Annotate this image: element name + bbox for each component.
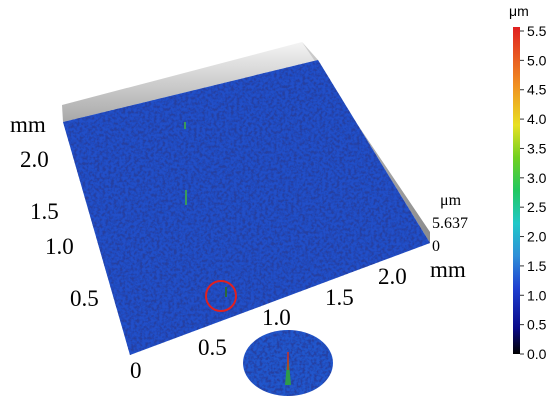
colorbar-tick-label: 1.0 <box>527 287 547 303</box>
back-wall <box>62 42 318 122</box>
colorbar-tick-label: 4.5 <box>527 82 547 98</box>
highlight-circle <box>205 280 237 312</box>
x-tick-label: 1.5 <box>325 285 354 310</box>
colorbar-tick-label: 0.5 <box>527 317 547 333</box>
inset-surface <box>243 330 333 396</box>
x-tick-label: 0.5 <box>198 335 227 360</box>
origin-label: 0 <box>130 358 142 383</box>
colorbar-tick-label: 5.5 <box>527 23 547 39</box>
colorbar-tick-label: 5.0 <box>527 52 547 68</box>
colorbar-tick-label: 1.5 <box>527 258 547 274</box>
colorbar-tick-label: 4.0 <box>527 111 547 127</box>
inset <box>243 330 333 396</box>
colorbar-tick-label: 2.5 <box>527 199 547 215</box>
x-tick-label: 2.0 <box>378 264 407 289</box>
y-axis-label: mm <box>10 112 46 137</box>
colorbar-tick-label: 2.0 <box>527 229 547 245</box>
colorbar-unit: μm <box>509 3 529 19</box>
z-axis-min: 0 <box>432 238 440 255</box>
y-tick-label: 1.5 <box>30 199 59 224</box>
x-tick-label: 1.0 <box>262 305 291 330</box>
y-tick-label: 2.0 <box>20 147 49 172</box>
colorbar <box>513 27 520 354</box>
colorbar-tick-label: 3.0 <box>527 170 547 186</box>
y-tick-label: 1.0 <box>45 234 74 259</box>
colorbar-tick-label: 0.0 <box>527 346 547 362</box>
y-tick-label: 0.5 <box>70 286 99 311</box>
colorbar-tick-label: 3.5 <box>527 140 547 156</box>
z-axis-max: 5.637 <box>432 215 468 232</box>
z-axis-unit: μm <box>440 192 462 209</box>
x-axis-label: mm <box>430 257 466 282</box>
surface <box>63 60 430 355</box>
